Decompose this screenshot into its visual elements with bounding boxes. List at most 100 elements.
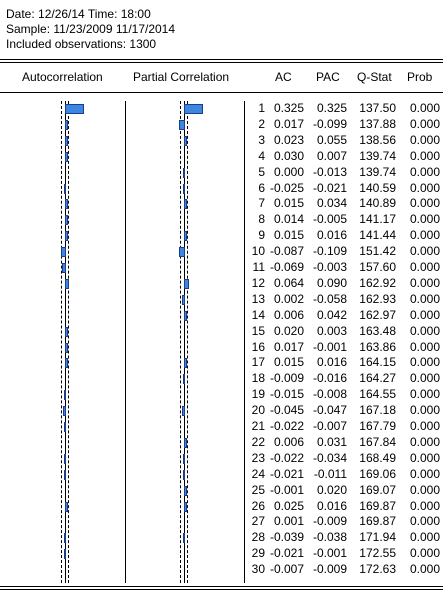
qstat-cell: 140.59	[359, 180, 396, 195]
prob-cell: 0.000	[409, 164, 440, 179]
ac-bar	[65, 199, 68, 210]
pac-bar	[182, 374, 185, 385]
lag-cell: 4	[258, 148, 265, 163]
lag-cell: 8	[258, 212, 265, 227]
qstat-cell: 141.17	[359, 212, 396, 227]
qstat-cell: 167.79	[359, 419, 396, 433]
pac-bar	[182, 533, 185, 544]
qstat-cell: 162.97	[359, 307, 396, 322]
ac-cell: 0.001	[273, 514, 304, 529]
ac-bar	[63, 533, 66, 544]
pac-cell: 0.034	[316, 196, 347, 211]
qstat-cell: 164.15	[359, 355, 396, 370]
ac-cell: 0.020	[273, 323, 304, 338]
prob-cell: 0.000	[409, 530, 440, 545]
ac-cell: 0.015	[273, 355, 304, 370]
ac-cell: 0.014	[273, 212, 304, 227]
prob-cell: 0.000	[409, 498, 440, 513]
ac-bar	[63, 422, 66, 432]
ac-cell: 0.017	[273, 116, 304, 131]
ac-cell: -0.045	[269, 403, 304, 418]
qstat-cell: 141.44	[359, 228, 396, 243]
pac-cell: 0.042	[316, 307, 347, 322]
lag-cell: 3	[258, 132, 265, 147]
ac-bar	[63, 469, 66, 480]
pac-bar	[184, 358, 187, 369]
lag-cell: 24	[251, 466, 265, 481]
bottom-rule	[0, 586, 443, 587]
qstat-cell: 169.06	[359, 466, 396, 481]
pac-cell: 0.007	[316, 148, 347, 163]
pac-cell: -0.013	[312, 164, 347, 179]
pac-cell: 0.325	[316, 101, 347, 115]
prob-cell: 0.000	[409, 514, 440, 529]
qstat-cell: 139.74	[359, 148, 396, 163]
prob-cell: 0.000	[409, 291, 440, 306]
pac-cell: -0.011	[313, 466, 347, 481]
prob-cell: 0.000	[409, 450, 440, 465]
qstat-header: Q-Stat	[357, 70, 392, 84]
ac-bar	[65, 231, 68, 242]
ac-header: AC	[275, 70, 292, 84]
ac-bar	[65, 358, 68, 369]
prob-cell: 0.000	[409, 116, 440, 131]
lag-cell: 19	[251, 387, 265, 402]
ac-bar	[60, 247, 66, 258]
prob-cell: 0.000	[409, 339, 440, 354]
pac-cell: -0.001	[312, 546, 347, 561]
prob-cell: 0.000	[409, 434, 440, 449]
lag-cell: 7	[258, 196, 265, 211]
lag-cell: 29	[251, 546, 265, 561]
pac-bar	[181, 294, 185, 305]
qstat-cell: 163.48	[359, 323, 396, 338]
ac-cell: -0.021	[269, 466, 304, 481]
qstat-cell: 169.87	[359, 514, 396, 529]
ac-cell: 0.064	[273, 275, 304, 290]
pac-bar	[184, 310, 187, 321]
ac-bar	[65, 135, 68, 146]
ac-cell: -0.022	[269, 450, 304, 465]
ac-cell: -0.007	[269, 562, 304, 577]
prob-cell: 0.000	[409, 228, 440, 243]
prob-cell: 0.000	[409, 180, 440, 195]
pac-cell: -0.034	[312, 450, 347, 465]
prob-cell: 0.000	[409, 307, 440, 322]
lag-cell: 1	[258, 101, 265, 115]
ac-bar	[65, 151, 68, 162]
ac-cell: -0.022	[269, 419, 304, 433]
prob-cell: 0.000	[409, 323, 440, 338]
pac-cell: -0.009	[312, 562, 347, 577]
partial-correlation-lower-bound	[180, 101, 181, 583]
prob-cell: 0.000	[409, 132, 440, 147]
pac-cell: 0.016	[316, 228, 347, 243]
pac-cell: -0.007	[312, 419, 347, 433]
date-time-line: Date: 12/26/14 Time: 18:00	[6, 7, 151, 21]
ac-cell: 0.000	[273, 164, 304, 179]
top-rule-double	[0, 62, 443, 63]
pac-cell: -0.005	[312, 212, 347, 227]
prob-cell: 0.000	[409, 466, 440, 481]
prob-cell: 0.000	[409, 148, 440, 163]
pac-bar	[184, 199, 187, 210]
pac-bar	[184, 501, 187, 512]
pac-cell: 0.003	[316, 323, 347, 338]
pac-cell: -0.009	[312, 514, 347, 529]
ac-cell: 0.325	[273, 101, 304, 115]
pac-cell: -0.003	[312, 260, 347, 274]
pac-cell: 0.031	[316, 434, 347, 449]
ac-cell: -0.001	[269, 482, 304, 497]
bottom-rule-double	[0, 589, 443, 590]
qstat-cell: 139.74	[359, 164, 396, 179]
pac-cell: -0.038	[312, 530, 347, 545]
lag-cell: 21	[251, 419, 265, 433]
lag-cell: 25	[251, 482, 265, 497]
pac-bar	[182, 453, 185, 464]
pac-cell: 0.016	[316, 355, 347, 370]
prob-cell: 0.000	[409, 212, 440, 227]
ac-cell: 0.015	[273, 196, 304, 211]
ac-bar	[63, 453, 66, 464]
lag-cell: 6	[258, 180, 265, 195]
observations-line: Included observations: 1300	[6, 37, 157, 51]
lag-cell: 16	[251, 339, 265, 354]
